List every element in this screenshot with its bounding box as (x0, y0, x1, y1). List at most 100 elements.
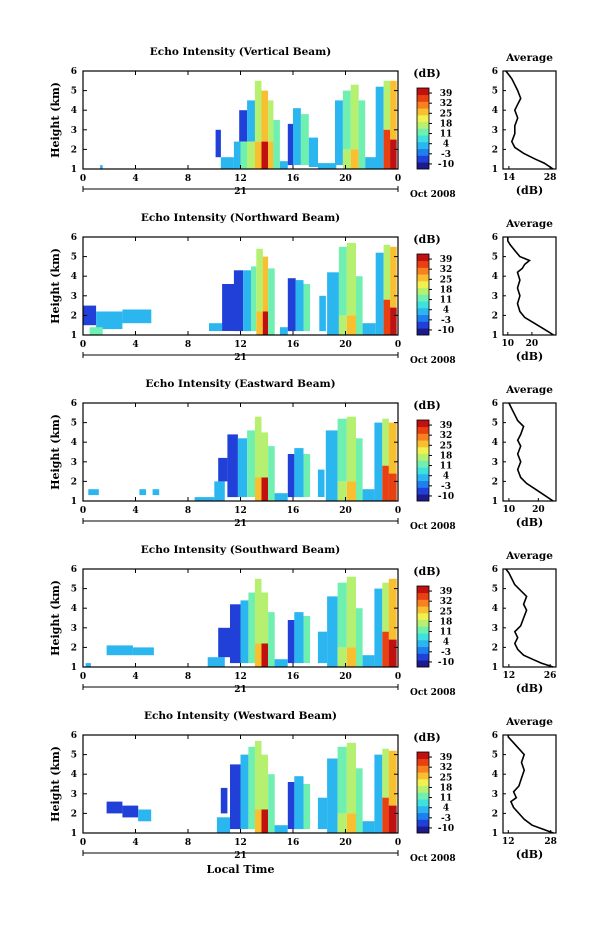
panel-title: Echo Intensity (Vertical Beam) (150, 46, 331, 58)
x-tick-label: 8 (185, 340, 191, 350)
y-tick-label: 1 (71, 165, 77, 175)
colorbar-step (417, 142, 429, 150)
x-tick-label: 20 (339, 672, 352, 682)
heatmap-cell (342, 149, 351, 169)
colorbar-step (417, 633, 429, 641)
heatmap-cell (230, 764, 241, 830)
y-tick-label: 5 (71, 585, 77, 595)
heatmap-cell (327, 758, 338, 833)
profile-y-tick-label: 2 (492, 477, 498, 487)
y-tick-label: 4 (71, 770, 77, 780)
heatmap-cell (273, 120, 280, 169)
colorbar-tick-label: 25 (440, 773, 453, 783)
heatmap-cell (287, 620, 295, 664)
colorbar-step (417, 460, 429, 468)
profile-y-tick-label: 1 (492, 165, 498, 175)
heatmap-cell (247, 100, 255, 142)
x-tick-label: 0 (80, 672, 86, 682)
colorbar-frame (416, 87, 430, 170)
heatmap-cell (268, 612, 275, 667)
heatmap-cells (106, 740, 397, 833)
heatmap-cell (293, 108, 301, 165)
profile-y-tick-label: 1 (492, 497, 498, 507)
heatmap-cell (256, 248, 263, 312)
colorbar-tick-label: 4 (443, 638, 449, 648)
colorbar-step (417, 812, 429, 820)
colorbar-tick-label: 32 (440, 99, 453, 109)
heatmap-cell (122, 309, 152, 324)
heatmap-cell (233, 270, 244, 332)
heatmap-cell (383, 244, 391, 300)
heatmap-cell (335, 100, 343, 166)
heatmap-cell (240, 754, 249, 830)
heatmap-cell (254, 578, 262, 644)
colorbar-tick-label: 18 (440, 451, 453, 461)
profile-y-tick-label: 5 (492, 87, 498, 97)
heatmap-cell (294, 776, 304, 830)
profile-y-tick-label: 6 (492, 731, 498, 741)
profile-x-tick-label: 28 (544, 837, 557, 847)
profile-y-tick-label: 3 (492, 292, 498, 302)
colorbar-step (417, 314, 429, 322)
heatmap-cell (382, 631, 389, 667)
colorbar-tick-label: 32 (440, 431, 453, 441)
x-tick-label: 4 (132, 506, 138, 516)
heatmap-cell (346, 647, 356, 667)
x-tick-label: 8 (185, 506, 191, 516)
panel-title: Echo Intensity (Northward Beam) (141, 212, 340, 224)
y-tick-label: 2 (71, 145, 77, 155)
profile-y-tick-label: 5 (492, 751, 498, 761)
heatmap-cell (374, 754, 383, 833)
colorbar-tick-label: 39 (440, 89, 453, 99)
heatmap-cell (319, 295, 326, 332)
y-tick-label: 3 (71, 624, 77, 634)
colorbar-tick-label: 18 (440, 119, 453, 129)
heatmap-cell (254, 416, 262, 478)
x-tick-label: 0 (395, 506, 401, 516)
y-tick-label: 6 (71, 731, 77, 741)
colorbar-step (417, 785, 429, 793)
x-tick-label: 0 (395, 672, 401, 682)
y-tick-label: 6 (71, 399, 77, 409)
profile-x-label: (dB) (516, 848, 543, 861)
y-tick-label: 4 (71, 272, 77, 282)
heatmap-cell (248, 746, 255, 830)
colorbar-step (417, 108, 429, 116)
colorbar-step (417, 626, 429, 634)
y-tick-label: 4 (71, 604, 77, 614)
heatmap-cell (388, 805, 397, 833)
profile-y-tick-label: 3 (492, 458, 498, 468)
profile-x-tick-label: 20 (532, 505, 545, 515)
heatmap-cell (287, 782, 295, 829)
colorbar-step (417, 592, 429, 600)
colorbar-step (417, 121, 429, 129)
profile-y-tick-label: 4 (492, 770, 498, 780)
heatmap-cell (356, 438, 363, 501)
heatmap-cell (374, 588, 383, 667)
heatmap-cell (262, 256, 269, 312)
profile-y-tick-label: 2 (492, 311, 498, 321)
heatmap-cell (294, 448, 304, 498)
colorbar-tick-label: 39 (440, 255, 453, 265)
heatmap-cell (152, 489, 160, 496)
colorbar-step (417, 267, 429, 275)
x-tick-label: 0 (80, 340, 86, 350)
heatmap-cell (248, 592, 255, 664)
heatmap-cell (268, 100, 274, 142)
heatmap-cell (287, 123, 294, 166)
colorbar-step (417, 806, 429, 814)
heatmap-cell (251, 266, 257, 332)
x-tick-label: 4 (132, 672, 138, 682)
y-tick-label: 3 (71, 126, 77, 136)
x-axis-label: Local Time (207, 863, 275, 876)
colorbar-step (417, 321, 429, 329)
date-label: 21 (234, 187, 247, 197)
colorbar-tick-label: 4 (443, 140, 449, 150)
heatmap-cell (350, 149, 359, 169)
profile-title: Average (505, 550, 553, 562)
y-tick-label: 2 (71, 311, 77, 321)
colorbar-step (417, 653, 429, 661)
x-tick-label: 0 (395, 174, 401, 184)
month-label: Oct 2008 (410, 190, 456, 200)
heatmap-cell (194, 497, 215, 501)
